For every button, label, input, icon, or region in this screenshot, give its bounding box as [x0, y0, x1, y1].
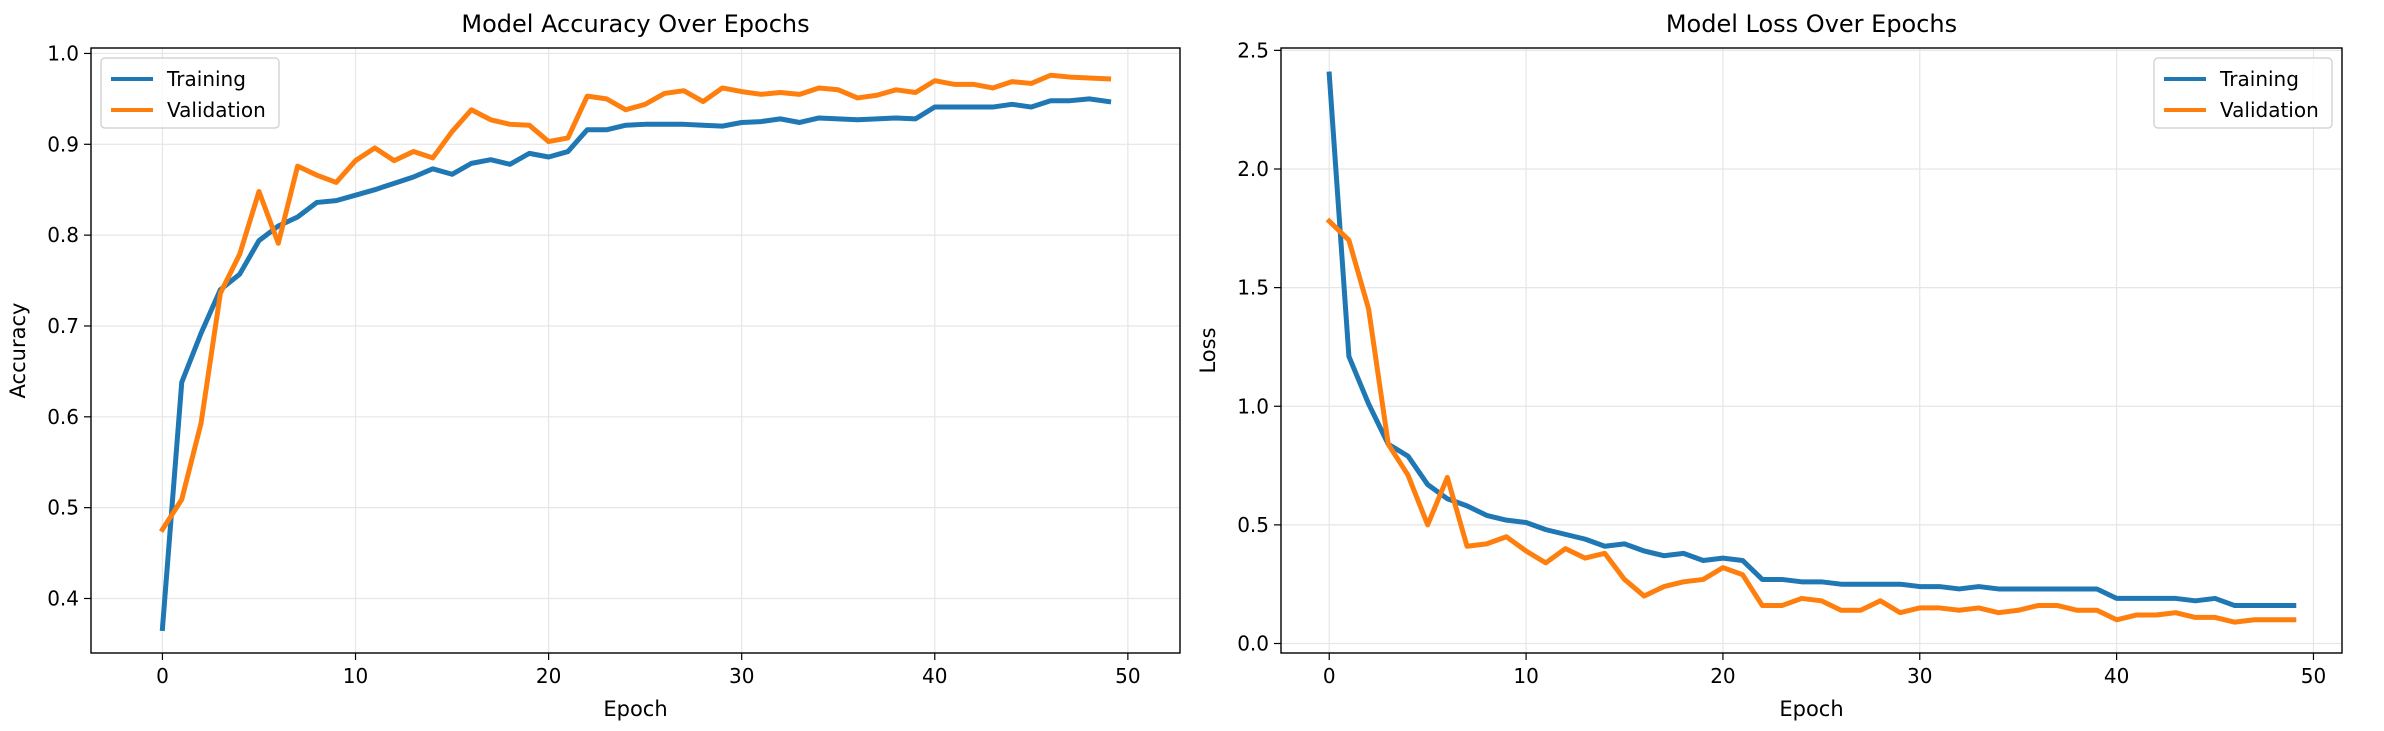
accuracy-y-tick-label: 0.5 [47, 496, 79, 520]
accuracy-ticks: 0 10 20 30 40 50 0.4 0.5 0.6 0.7 0.8 0.9 1.0 [47, 41, 1140, 688]
loss-x-tick-label: 20 [1710, 664, 1735, 688]
accuracy-grid [91, 48, 1180, 653]
accuracy-y-tick-label: 1.0 [47, 41, 79, 65]
accuracy-plot-frame [90, 47, 1181, 654]
loss-y-tick-label: 1.0 [1237, 394, 1269, 418]
loss-series [1325, 71, 2297, 625]
accuracy-x-tick-label: 50 [1115, 664, 1140, 688]
accuracy-y-tick-label: 0.7 [47, 314, 79, 338]
loss-ticks: 0 10 20 30 40 50 0.0 0.5 1.0 1.5 2.0 2.5 [1237, 38, 2326, 688]
loss-x-tick-label: 10 [1513, 664, 1538, 688]
loss-grid [1281, 48, 2342, 653]
accuracy-series-line-training [159, 96, 1112, 632]
accuracy-legend: Training Validation [100, 57, 280, 129]
loss-y-tick-label: 2.5 [1237, 38, 1269, 62]
accuracy-x-tick-label: 10 [343, 664, 368, 688]
loss-y-tick-label: 0.5 [1237, 513, 1269, 537]
accuracy-y-tick-label: 0.6 [47, 405, 79, 429]
loss-series-line-validation [1325, 217, 2297, 625]
loss-chart-title: Model Loss Over Epochs [1666, 10, 1957, 38]
accuracy-legend-label-training: Training [166, 67, 246, 91]
loss-legend-label-validation: Validation [2220, 98, 2319, 122]
loss-legend-label-training: Training [2219, 67, 2299, 91]
accuracy-x-tick-label: 20 [536, 664, 561, 688]
loss-plot-area [1281, 48, 2342, 653]
accuracy-chart-title: Model Accuracy Over Epochs [461, 10, 809, 38]
loss-x-tick-label: 50 [2301, 664, 2326, 688]
accuracy-x-tick-label: 40 [922, 664, 947, 688]
loss-legend: Training Validation [2153, 57, 2333, 129]
accuracy-x-tick-label: 30 [729, 664, 754, 688]
loss-series-line-training [1326, 71, 2297, 609]
accuracy-y-tick-label: 0.8 [47, 223, 79, 247]
loss-y-axis-label: Loss [1196, 327, 1220, 373]
accuracy-y-tick-label: 0.4 [47, 586, 79, 610]
loss-x-axis-label: Epoch [1779, 697, 1843, 721]
accuracy-chart: 0 10 20 30 40 50 0.4 0.5 0.6 0.7 0.8 0.9 1.0 Model A… [6, 10, 1181, 721]
loss-plot-frame [1280, 47, 2343, 654]
loss-y-tick-label: 1.5 [1237, 276, 1269, 300]
loss-x-tick-label: 30 [1907, 664, 1932, 688]
loss-y-tick-label: 2.0 [1237, 157, 1269, 181]
accuracy-series-line-validation [158, 72, 1112, 533]
accuracy-x-axis-label: Epoch [603, 697, 667, 721]
accuracy-legend-label-validation: Validation [167, 98, 266, 122]
loss-y-tick-label: 0.0 [1237, 632, 1269, 656]
accuracy-plot-area [91, 48, 1180, 653]
loss-x-tick-label: 40 [2104, 664, 2129, 688]
accuracy-series [158, 72, 1112, 632]
accuracy-x-tick-label: 0 [156, 664, 169, 688]
accuracy-y-tick-label: 0.9 [47, 132, 79, 156]
loss-x-tick-label: 0 [1323, 664, 1336, 688]
loss-chart: 0 10 20 30 40 50 0.0 0.5 1.0 1.5 2.0 2.5 Model Loss… [1196, 10, 2343, 721]
accuracy-y-axis-label: Accuracy [6, 303, 30, 399]
